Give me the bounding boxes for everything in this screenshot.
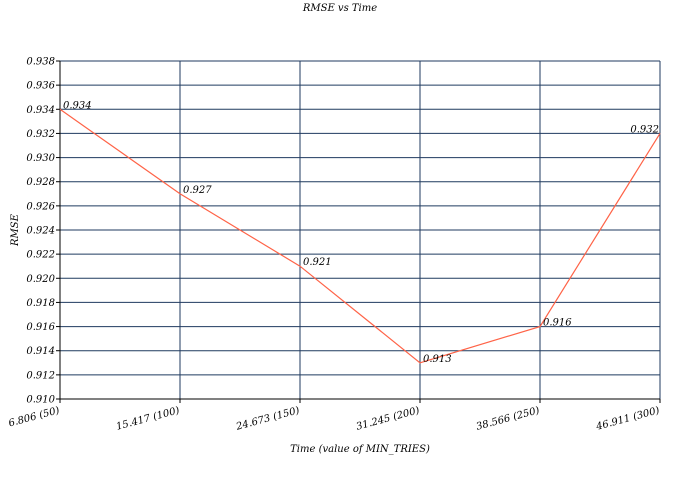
grid [59,60,661,400]
chart-title: RMSE vs Time [302,3,377,14]
axes [56,60,661,403]
x-tick-label: 31.245 (200) [355,405,421,432]
y-tick-label: 0.930 [26,153,55,164]
y-tick-label: 0.922 [26,250,55,261]
data-label: 0.932 [630,124,659,135]
data-label: 0.934 [63,100,92,111]
x-tick-label: 15.417 (100) [115,405,181,432]
data-label: 0.913 [423,354,452,365]
x-tick-label: 46.911 (300) [594,405,661,433]
y-tick-label: 0.932 [26,129,55,140]
x-tick-label: 38.566 (250) [475,405,541,432]
y-tick-label: 0.918 [26,298,55,309]
y-tick-label: 0.914 [26,346,55,357]
y-tick-label: 0.924 [26,226,55,237]
y-tick-label: 0.920 [26,274,55,285]
x-axis-label: Time (value of MIN_TRIES) [290,444,430,455]
y-tick-label: 0.912 [26,370,55,381]
data-labels: 0.934 0.927 0.921 0.913 0.916 0.932 [63,100,659,365]
data-label: 0.927 [183,185,212,196]
y-tick-label: 0.928 [26,177,55,188]
y-axis-label: RMSE [10,213,21,247]
series-rmse [59,108,661,364]
x-tick-label: 24.673 (150) [234,405,301,433]
y-tick-label: 0.934 [26,105,55,116]
data-label: 0.916 [543,318,572,329]
y-tick-label: 0.936 [26,81,55,92]
x-tick-labels: 6.806 (50) 15.417 (100) 24.673 (150) 31.245… [7,405,660,433]
y-tick-label: 0.910 [26,395,55,406]
y-tick-labels: 0.910 0.912 0.914 0.916 0.918 0.920 0.922 0.924… [26,57,55,406]
series-line [59,108,661,364]
y-tick-label: 0.916 [26,322,55,333]
x-tick-label: 6.806 (50) [7,405,60,429]
y-tick-label: 0.926 [26,201,55,212]
data-label: 0.921 [303,257,332,268]
y-tick-label: 0.938 [26,57,55,68]
